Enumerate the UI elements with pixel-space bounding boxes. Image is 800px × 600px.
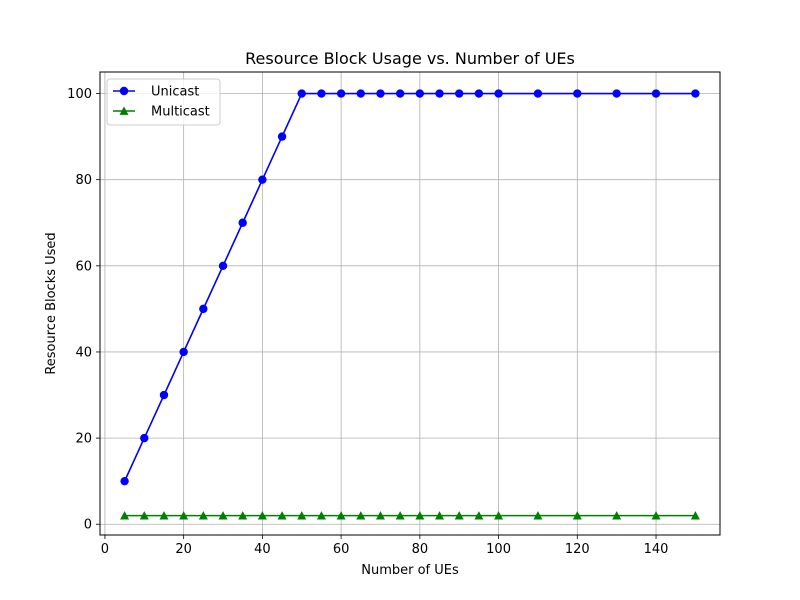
legend-swatch-marker (119, 106, 129, 115)
multicast-point (612, 511, 622, 520)
multicast-point (572, 511, 582, 520)
unicast-point (238, 218, 247, 227)
multicast-point (277, 511, 287, 520)
x-tick-label: 140 (644, 542, 669, 557)
unicast-point (455, 89, 464, 98)
unicast-point (376, 89, 385, 98)
unicast-point (691, 89, 700, 98)
multicast-point (533, 511, 543, 520)
multicast-point (336, 511, 346, 520)
plot-frame (99, 71, 721, 536)
unicast-point (415, 89, 425, 98)
legend-entry-multicast: Multicast (113, 105, 210, 120)
multicast-point (356, 511, 366, 520)
unicast-point (179, 347, 188, 357)
unicast-point (573, 89, 582, 98)
y-axis-label: Resource Blocks Used (44, 232, 59, 374)
unicast-point (356, 89, 365, 98)
y-tick-label: 100 (67, 87, 92, 102)
y-tick-label: 80 (75, 173, 92, 188)
unicast-point (651, 89, 661, 98)
unicast-point (120, 476, 129, 486)
x-tick-label: 100 (486, 542, 511, 557)
series-multicast (120, 511, 700, 520)
legend-label: Unicast (151, 85, 199, 100)
x-tick-label: 60 (333, 542, 350, 557)
legend-entries: Unicast Multicast (113, 85, 210, 120)
multicast-point (159, 511, 169, 520)
multicast-point (297, 511, 307, 520)
multicast-point (218, 511, 228, 520)
unicast-point (474, 89, 484, 98)
unicast-point (336, 89, 346, 98)
unicast-point (297, 89, 306, 98)
legend-label: Multicast (151, 105, 210, 120)
multicast-point (257, 511, 267, 520)
unicast-point (494, 89, 503, 98)
multicast-point (474, 511, 484, 520)
x-tick-label: 40 (254, 542, 271, 557)
series-layer (120, 89, 700, 520)
multicast-point (139, 511, 149, 520)
x-tick-label: 120 (565, 542, 590, 557)
y-axis: 0 20 40 60 80 100 (67, 87, 100, 533)
multicast-point (415, 511, 425, 520)
x-axis-label: Number of UEs (361, 563, 459, 578)
multicast-point (238, 511, 248, 520)
multicast-point (494, 511, 504, 520)
x-tick-label: 0 (101, 542, 109, 557)
y-tick-label: 40 (75, 345, 92, 360)
multicast-point (395, 511, 405, 520)
multicast-point (316, 511, 326, 520)
unicast-point (159, 390, 169, 400)
multicast-point (690, 511, 700, 520)
series-unicast (120, 89, 700, 486)
unicast-point (140, 433, 149, 443)
y-tick-label: 20 (75, 432, 92, 447)
multicast-point (454, 511, 464, 520)
unicast-point (277, 132, 287, 141)
multicast-point (651, 511, 661, 520)
legend: Unicast Multicast (106, 78, 221, 126)
y-tick-label: 60 (75, 259, 92, 274)
multicast-point (435, 511, 445, 520)
unicast-point (317, 89, 326, 98)
y-tick-label: 0 (84, 518, 92, 533)
unicast-point (218, 261, 228, 271)
chart-title: Resource Block Usage vs. Number of UEs (245, 49, 575, 68)
multicast-point (375, 511, 385, 520)
unicast-point (533, 89, 543, 98)
legend-box (106, 78, 221, 126)
unicast-point (258, 175, 267, 184)
legend-swatch-marker (119, 86, 129, 96)
multicast-point (120, 511, 130, 520)
unicast-point (435, 89, 444, 98)
multicast-point (198, 511, 208, 520)
x-axis: 0 20 40 60 80 100 120 140 (101, 535, 669, 557)
x-tick-label: 80 (412, 542, 429, 557)
unicast-point (199, 304, 208, 314)
unicast-point (612, 89, 621, 98)
unicast-point (395, 89, 405, 98)
legend-entry-unicast: Unicast (113, 85, 199, 100)
x-tick-label: 20 (175, 542, 192, 557)
multicast-point (179, 511, 189, 520)
